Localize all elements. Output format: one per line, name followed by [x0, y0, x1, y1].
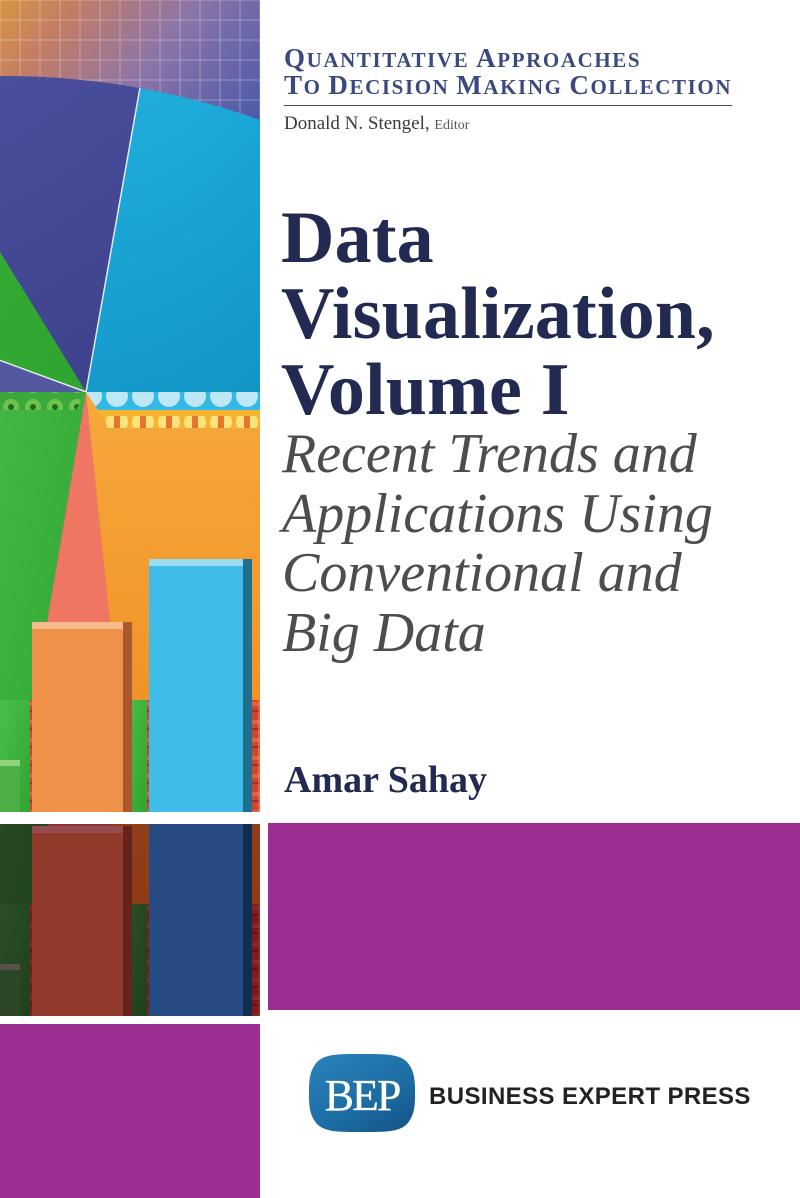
svg-text:BEP: BEP	[325, 1071, 400, 1120]
